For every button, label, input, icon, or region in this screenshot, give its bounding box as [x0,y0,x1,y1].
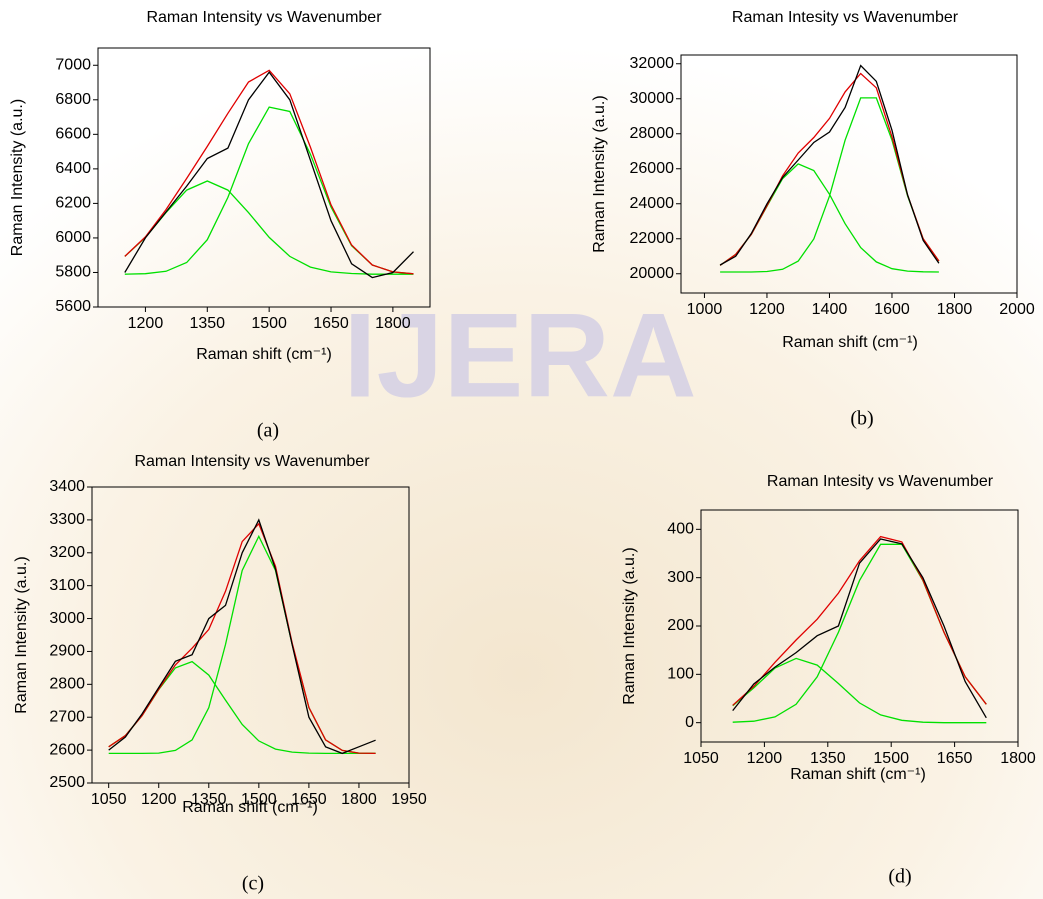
figure: IJERA 1200 1350 1500 1650 1800 5600 5800 6000 62… [0,0,1043,899]
x-tick-label: 1000 [687,301,723,318]
y-tick-label: 26000 [630,160,675,177]
y-tick-label: 3300 [49,511,85,528]
x-tick-label: 1500 [873,750,909,767]
x-tick-label: 1200 [128,315,164,332]
caption: (b) [850,408,873,430]
y-tick-label: 2900 [49,643,85,660]
x-tick-label: 1800 [1000,750,1036,767]
x-tick-label: 1800 [937,301,973,318]
y-tick-label: 6000 [55,229,91,246]
y-axis-label: Raman Intensity (a.u.) [13,556,30,713]
x-tick-label: 1400 [812,301,848,318]
y-tick-label: 3400 [49,478,85,495]
y-tick-label: 24000 [630,195,675,212]
y-tick-label: 2700 [49,708,85,725]
watermark: IJERA [343,289,696,423]
chart-title: Raman Intensity vs Wavenumber [146,9,382,26]
y-tick-label: 200 [667,617,694,634]
x-tick-label: 1600 [874,301,910,318]
caption: (c) [242,873,264,895]
x-tick-label: 1350 [810,750,846,767]
x-tick-label: 1800 [341,791,377,808]
y-axis-label: Raman Intensity (a.u.) [591,95,608,252]
x-tick-label: 1200 [747,750,783,767]
y-tick-label: 30000 [630,90,675,107]
y-tick-label: 22000 [630,230,675,247]
x-tick-label: 1800 [375,315,411,332]
y-tick-label: 6200 [55,195,91,212]
y-tick-label: 6600 [55,126,91,143]
caption: (a) [257,420,279,442]
x-tick-label: 1650 [937,750,973,767]
x-axis-label: Raman shift (cm⁻¹) [782,334,918,351]
y-tick-label: 32000 [630,55,675,72]
y-tick-label: 0 [685,714,694,731]
y-tick-label: 2500 [49,774,85,791]
x-axis-label: Raman shift (cm⁻¹) [196,346,332,363]
x-axis-label: Raman shift (cm⁻¹) [790,766,926,783]
y-axis-label: Raman Intensity (a.u.) [621,547,638,704]
page: IJERA 1200 1350 1500 1650 1800 5600 5800 6000 62… [0,0,1043,899]
y-tick-label: 6400 [55,160,91,177]
x-tick-label: 1950 [391,791,427,808]
x-tick-label: 1200 [141,791,177,808]
y-tick-label: 3100 [49,577,85,594]
y-tick-label: 7000 [55,56,91,73]
chart-title: Raman Intesity vs Wavenumber [767,473,994,490]
x-tick-label: 2000 [999,301,1035,318]
x-axis-label: Raman shift (cm⁻¹) [182,799,318,816]
chart-title: Raman Intensity vs Wavenumber [134,453,370,470]
x-tick-label: 1200 [749,301,785,318]
x-tick-label: 1050 [91,791,127,808]
y-tick-label: 300 [667,569,694,586]
y-tick-label: 3000 [49,610,85,627]
y-tick-label: 3200 [49,544,85,561]
x-tick-label: 1650 [313,315,349,332]
y-tick-label: 2600 [49,741,85,758]
y-axis-label: Raman Intensity (a.u.) [9,99,26,256]
y-tick-label: 28000 [630,125,675,142]
y-tick-label: 400 [667,521,694,538]
x-tick-label: 1350 [189,315,225,332]
y-tick-label: 5600 [55,298,91,315]
chart-title: Raman Intesity vs Wavenumber [732,9,959,26]
y-tick-label: 2800 [49,676,85,693]
caption: (d) [888,866,911,888]
y-tick-label: 100 [667,666,694,683]
x-tick-label: 1500 [251,315,287,332]
y-tick-label: 20000 [630,265,675,282]
y-tick-label: 6800 [55,91,91,108]
x-tick-label: 1050 [683,750,719,767]
y-tick-label: 5800 [55,264,91,281]
